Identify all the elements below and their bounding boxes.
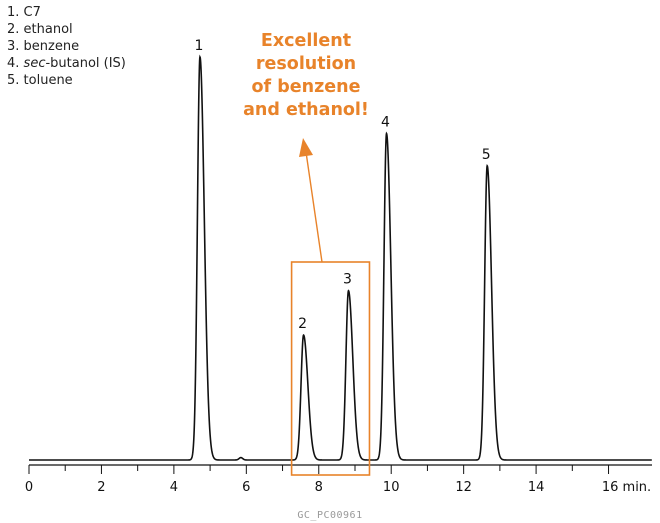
peak-legend: 1. C7 2. ethanol 3. benzene 4. sec-butan… — [7, 4, 126, 89]
peak-label-4: 4 — [381, 115, 390, 131]
annotation-arrow-line — [305, 151, 323, 263]
legend-name: toluene — [23, 73, 73, 88]
peak-label-3: 3 — [343, 272, 352, 288]
legend-name-italic: sec — [23, 56, 46, 71]
annotation-arrowhead — [299, 138, 313, 157]
legend-num: 1. — [7, 5, 20, 20]
legend-item-5: 5. toluene — [7, 72, 126, 89]
x-tick-label: 6 — [242, 480, 250, 495]
peak-labels: 1 2 3 4 5 — [195, 38, 491, 332]
legend-num: 4. — [7, 56, 20, 71]
resolution-annotation: Excellent resolution of benzene and etha… — [226, 30, 386, 122]
legend-name: -butanol (IS) — [45, 56, 126, 71]
peak-label-1: 1 — [195, 38, 204, 54]
x-tick-label: 10 — [383, 480, 400, 495]
legend-name: benzene — [23, 39, 80, 54]
x-axis: 0 2 4 6 8 10 12 14 16 min. — [25, 464, 652, 495]
x-tick-label: 14 — [528, 480, 545, 495]
peak-label-5: 5 — [482, 147, 491, 163]
legend-item-2: 2. ethanol — [7, 21, 126, 38]
legend-num: 3. — [7, 39, 20, 54]
legend-item-3: 3. benzene — [7, 38, 126, 55]
trace-group — [29, 54, 652, 461]
highlight-box — [290, 261, 371, 476]
annotation-line-3: of benzene — [251, 77, 361, 97]
peak-label-2: 2 — [298, 316, 307, 332]
legend-num: 5. — [7, 73, 20, 88]
highlight-group — [290, 138, 371, 476]
x-tick-label: 0 — [25, 480, 33, 495]
legend-name: C7 — [23, 5, 41, 20]
x-tick-label: 12 — [455, 480, 472, 495]
figure-code: GC_PC00961 — [297, 510, 363, 521]
x-tick-label: 8 — [315, 480, 323, 495]
legend-item-1: 1. C7 — [7, 4, 126, 21]
legend-name: ethanol — [23, 22, 73, 37]
x-tick-label: 2 — [97, 480, 105, 495]
annotation-line-4: and ethanol! — [243, 100, 369, 120]
x-tick-label: 16 min. — [602, 480, 651, 495]
legend-item-4: 4. sec-butanol (IS) — [7, 55, 126, 72]
annotation-line-1: Excellent — [260, 31, 352, 51]
x-tick-label: 4 — [170, 480, 178, 495]
chromatogram-trace — [29, 54, 652, 461]
legend-num: 2. — [7, 22, 20, 37]
annotation-line-2: resolution — [255, 54, 357, 74]
